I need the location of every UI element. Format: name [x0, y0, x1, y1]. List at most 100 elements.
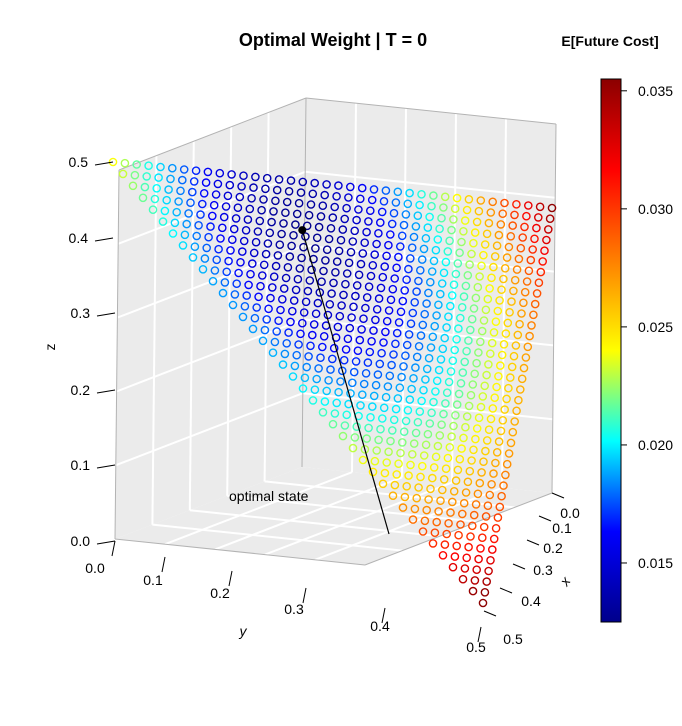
- data-point: [504, 383, 513, 393]
- data-point: [486, 414, 496, 424]
- data-point: [108, 157, 118, 167]
- data-point: [290, 361, 300, 371]
- box-edge: [114, 538, 366, 566]
- data-point: [431, 245, 441, 255]
- data-point: [425, 277, 435, 287]
- box-edge: [305, 97, 557, 125]
- data-point: [405, 188, 414, 198]
- data-point: [325, 299, 335, 309]
- optimal-state-label: optimal state: [229, 488, 309, 504]
- data-point: [238, 312, 248, 322]
- data-point: [458, 574, 468, 584]
- data-point: [535, 202, 545, 212]
- data-point: [397, 372, 406, 382]
- data-point: [380, 468, 390, 478]
- data-point: [217, 223, 227, 233]
- data-point: [451, 410, 460, 420]
- data-point: [301, 297, 311, 307]
- data-point: [457, 444, 466, 453]
- data-point: [434, 365, 444, 375]
- data-point: [192, 231, 201, 241]
- data-point: [476, 196, 486, 205]
- data-point: [273, 251, 283, 260]
- data-point: [503, 318, 513, 328]
- data-point: [241, 225, 251, 235]
- data-point: [320, 190, 330, 200]
- data-point: [376, 424, 385, 434]
- data-point: [515, 319, 524, 329]
- data-point: [461, 281, 471, 291]
- data-point: [278, 360, 288, 369]
- data-point: [462, 412, 472, 421]
- data-point: [310, 385, 320, 395]
- x-tick-label: 0.0: [560, 505, 580, 521]
- data-point: [272, 327, 282, 336]
- gridline: [401, 108, 407, 478]
- colorbar-title: E[Future Cost]: [561, 33, 658, 49]
- z-tick-mark: [96, 464, 116, 469]
- data-point: [312, 233, 322, 243]
- data-point: [291, 220, 300, 229]
- data-point: [395, 383, 405, 393]
- box-edge: [118, 97, 307, 171]
- data-point: [223, 191, 233, 201]
- data-point: [256, 281, 265, 291]
- data-point: [279, 284, 289, 293]
- data-point: [274, 316, 283, 326]
- data-point: [480, 588, 490, 597]
- data-point: [206, 222, 215, 231]
- data-point: [211, 190, 221, 199]
- gridline: [304, 244, 555, 273]
- data-point: [429, 256, 439, 266]
- data-point: [379, 196, 389, 206]
- data-point: [191, 166, 201, 175]
- box-edge: [301, 97, 307, 468]
- data-point: [449, 215, 458, 224]
- data-point: [523, 342, 533, 352]
- data-point: [489, 469, 498, 478]
- data-point: [394, 318, 404, 327]
- data-point: [525, 331, 534, 341]
- data-point: [291, 285, 301, 295]
- data-point: [368, 467, 378, 477]
- data-point: [501, 329, 511, 338]
- data-point: [339, 290, 348, 300]
- data-point: [265, 228, 275, 238]
- y-tick-mark: [228, 570, 233, 587]
- data-point: [354, 270, 364, 280]
- data-point: [308, 189, 318, 199]
- data-point: [491, 524, 501, 533]
- data-point: [313, 298, 323, 308]
- optimal-drop-line: [301, 229, 390, 535]
- data-point: [452, 334, 461, 344]
- data-point: [430, 321, 440, 331]
- data-point: [196, 210, 205, 219]
- data-point: [490, 252, 500, 261]
- data-point: [386, 436, 395, 446]
- data-point: [204, 232, 213, 242]
- data-point: [213, 179, 223, 189]
- data-point: [317, 342, 327, 352]
- data-point: [336, 235, 346, 245]
- data-point: [140, 182, 150, 192]
- data-point: [164, 185, 173, 194]
- data-point: [374, 435, 383, 445]
- data-point: [186, 198, 195, 207]
- data-point: [451, 476, 461, 485]
- data-point: [471, 293, 481, 303]
- data-point: [297, 253, 306, 263]
- data-point: [514, 254, 524, 264]
- data-point: [419, 385, 428, 395]
- gridline: [303, 318, 554, 347]
- box-edge: [551, 123, 557, 494]
- data-point: [482, 229, 492, 239]
- data-point: [411, 428, 421, 438]
- data-point: [344, 258, 354, 268]
- data-point: [382, 316, 392, 326]
- data-point: [357, 390, 367, 400]
- data-point: [422, 299, 431, 308]
- data-point: [144, 161, 153, 170]
- data-point: [327, 354, 337, 364]
- data-point: [439, 409, 448, 419]
- data-point: [517, 309, 526, 318]
